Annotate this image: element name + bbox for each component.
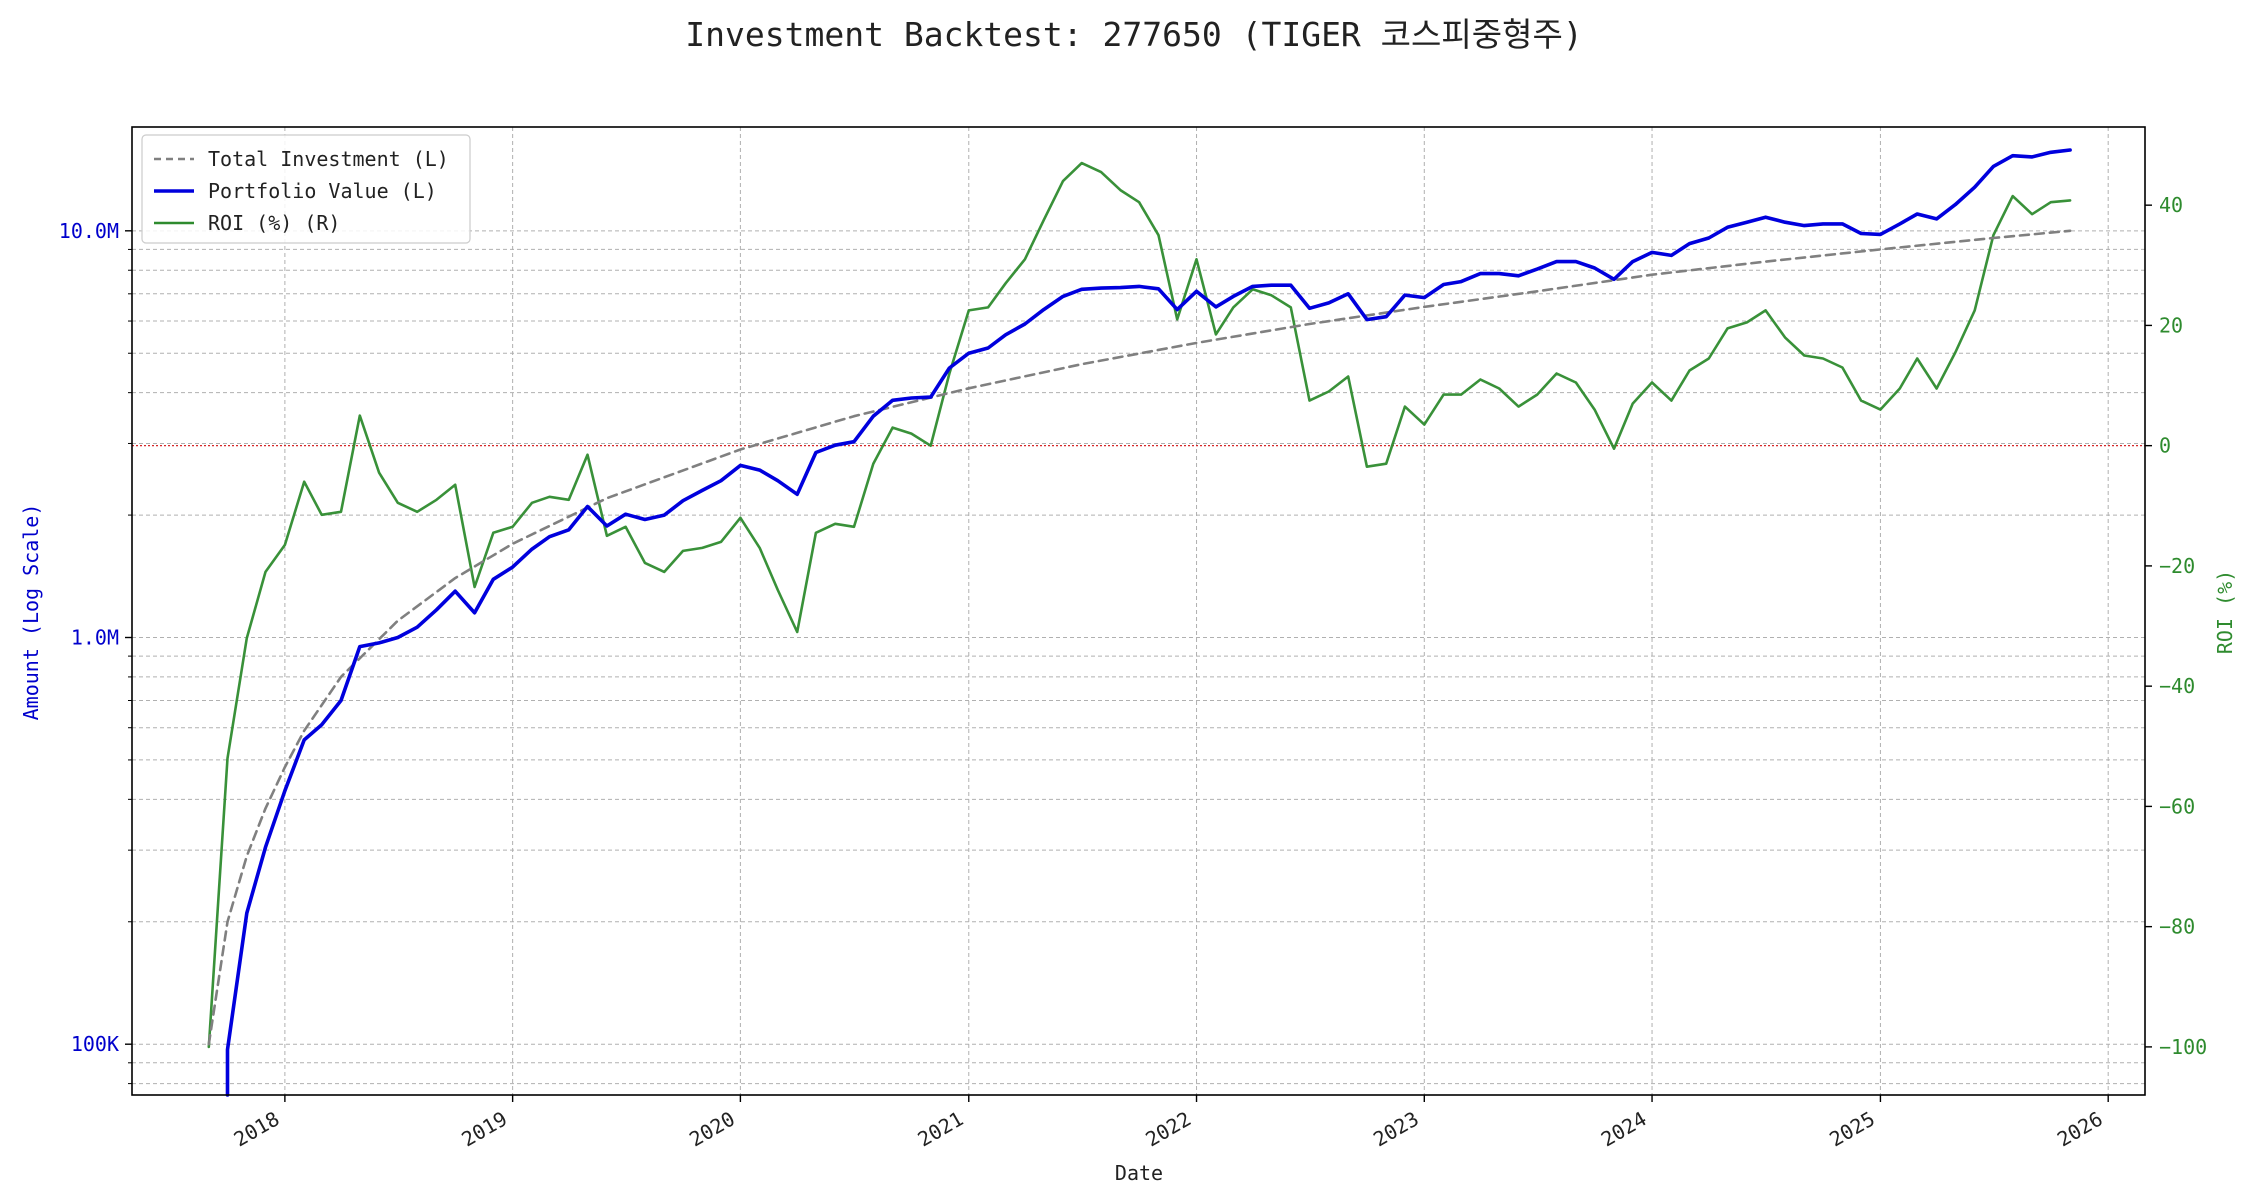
legend: Total Investment (L) Portfolio Value (L) R… [141,134,471,244]
y-right-tick-label: −100 [2159,1035,2207,1059]
y-right-tick-label: −40 [2159,674,2195,698]
roi-line [207,161,2072,1049]
legend-label: ROI (%) (R) [208,211,340,235]
y-right-tick-label: −80 [2159,915,2195,939]
legend-label: Total Investment (L) [208,147,449,171]
series-layer [207,148,2072,1097]
y-left-tick-label: 10.0M [59,219,119,243]
y-axis-left: 100K 1.0M 10.0M [59,219,132,1085]
y-left-tick-label: 1.0M [71,626,119,650]
plot-frame [131,126,2146,1096]
y-right-tick-label: 20 [2159,313,2183,337]
y-left-tick-label: 100K [71,1032,119,1056]
x-axis-label: Date [1115,1161,1163,1185]
y-right-tick-label: −20 [2159,554,2195,578]
total-investment-line [207,229,2072,1046]
y-axis-right-label: ROI (%) [2213,570,2237,654]
y-right-tick-label: 0 [2159,434,2171,458]
y-right-tick-label: 40 [2159,193,2183,217]
legend-box [141,134,471,244]
legend-label: Portfolio Value (L) [208,179,437,203]
y-right-tick-label: −60 [2159,794,2195,818]
y-axis-right: −100 −80 −60 −40 −20 0 20 40 [2145,193,2207,1059]
grid [132,127,2145,1095]
portfolio-value-line [225,148,2072,1097]
y-axis-left-label: Amount (Log Scale) [19,504,43,721]
chart-title: Investment Backtest: 277650 (TIGER 코스피중형… [685,15,1582,54]
